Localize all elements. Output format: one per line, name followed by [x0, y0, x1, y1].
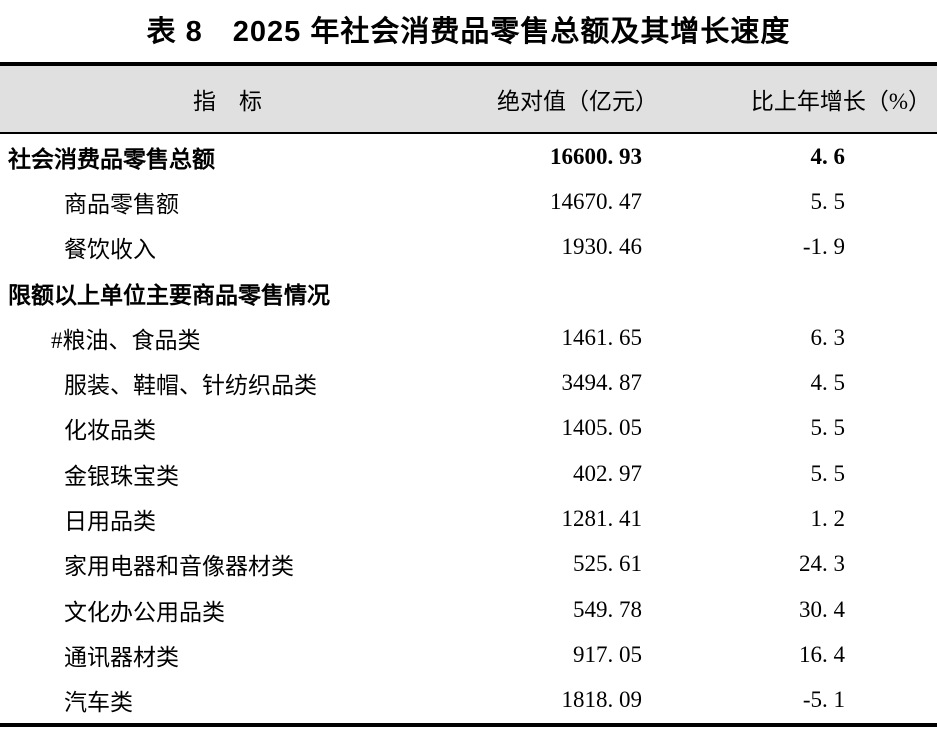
- value-cell: 1281. 41: [561, 506, 643, 532]
- growth-cell: -1. 9: [802, 234, 845, 260]
- value-cell: 1461. 65: [561, 324, 643, 350]
- table-row-automobiles: 汽车类 1818. 09 -5. 1: [0, 678, 937, 723]
- table-row-clothing: 服装、鞋帽、针纺织品类 3494. 87 4. 5: [0, 360, 937, 405]
- growth-cell: 16. 4: [799, 641, 845, 667]
- indicator-cell: 通讯器材类: [64, 644, 179, 670]
- growth-cell: 4. 5: [810, 370, 846, 396]
- table-row-gold-silver-jewelry: 金银珠宝类 402. 97 5. 5: [0, 451, 937, 496]
- indicator-cell: #粮油、食品类: [51, 327, 201, 353]
- table-row-cosmetics: 化妆品类 1405. 05 5. 5: [0, 406, 937, 451]
- growth-cell: 4. 6: [810, 143, 846, 169]
- growth-cell: 1. 2: [810, 506, 846, 532]
- indicator-cell: 文化办公用品类: [64, 599, 225, 625]
- table-row-goods-retail: 商品零售额 14670. 47 5. 5: [0, 179, 937, 224]
- growth-cell: 6. 3: [810, 324, 846, 350]
- value-cell: 917. 05: [573, 641, 642, 667]
- value-cell: 549. 78: [573, 596, 642, 622]
- value-cell: 402. 97: [573, 460, 642, 486]
- growth-cell: 5. 5: [810, 415, 846, 441]
- column-header-absolute-value: 绝对值（亿元）: [497, 89, 658, 114]
- indicator-cell: 化妆品类: [64, 418, 156, 444]
- table-header-row: 指 标 绝对值（亿元） 比上年增长（%）: [0, 62, 937, 134]
- value-cell: 3494. 87: [561, 370, 643, 396]
- column-header-growth-rate: 比上年增长（%）: [750, 89, 931, 114]
- table-title: 表 8 2025 年社会消费品零售总额及其增长速度: [146, 16, 791, 48]
- indicator-cell: 社会消费品零售总额: [8, 146, 215, 172]
- table-body: 社会消费品零售总额 16600. 93 4. 6 商品零售额 14670. 47…: [0, 134, 937, 727]
- growth-cell: 30. 4: [799, 596, 845, 622]
- table-row-total-retail-sales: 社会消费品零售总额 16600. 93 4. 6: [0, 134, 937, 179]
- indicator-cell: 日用品类: [64, 509, 156, 535]
- indicator-cell: 商品零售额: [64, 191, 179, 217]
- indicator-cell: 汽车类: [64, 690, 133, 716]
- value-cell: 1818. 09: [561, 687, 643, 713]
- table-row-above-quota-section: 限额以上单位主要商品零售情况: [0, 270, 937, 315]
- growth-cell: 5. 5: [810, 188, 846, 214]
- indicator-cell: 服装、鞋帽、针纺织品类: [64, 373, 317, 399]
- retail-sales-table: 指 标 绝对值（亿元） 比上年增长（%） 社会消费品零售总额 16600. 93…: [0, 62, 937, 727]
- table-row-cultural-office-supplies: 文化办公用品类 549. 78 30. 4: [0, 587, 937, 632]
- table-row-home-appliances: 家用电器和音像器材类 525. 61 24. 3: [0, 542, 937, 587]
- growth-cell: -5. 1: [802, 687, 845, 713]
- value-cell: 1930. 46: [561, 234, 643, 260]
- growth-cell: 24. 3: [799, 551, 845, 577]
- value-cell: 16600. 93: [550, 143, 642, 169]
- table-row-grain-oil-food: #粮油、食品类 1461. 65 6. 3: [0, 315, 937, 360]
- indicator-cell: 家用电器和音像器材类: [64, 554, 294, 580]
- column-header-indicator: 指 标: [193, 89, 262, 114]
- indicator-cell: 金银珠宝类: [64, 463, 179, 489]
- indicator-cell: 餐饮收入: [64, 237, 156, 263]
- table-row-daily-necessities: 日用品类 1281. 41 1. 2: [0, 496, 937, 541]
- value-cell: 1405. 05: [561, 415, 643, 441]
- table-row-communication-equipment: 通讯器材类 917. 05 16. 4: [0, 632, 937, 677]
- indicator-cell: 限额以上单位主要商品零售情况: [8, 282, 330, 308]
- growth-cell: 5. 5: [810, 460, 846, 486]
- value-cell: 14670. 47: [550, 188, 642, 214]
- value-cell: 525. 61: [573, 551, 642, 577]
- table-row-catering-income: 餐饮收入 1930. 46 -1. 9: [0, 225, 937, 270]
